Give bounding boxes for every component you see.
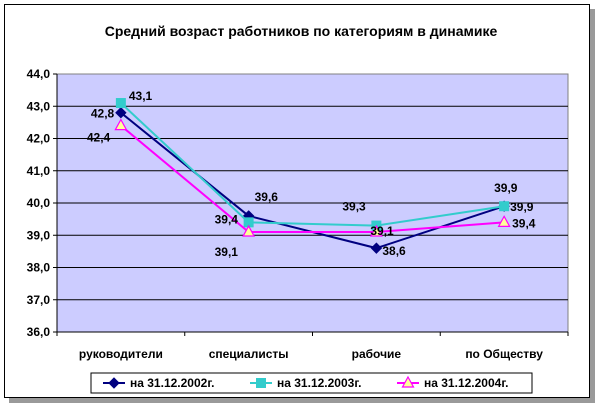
chart-title: Средний возраст работников по категориям… [105, 23, 498, 39]
data-point [115, 98, 126, 109]
series-line [120, 124, 505, 234]
y-tick-label: 43,0 [27, 99, 51, 113]
y-tick-label: 39,0 [27, 228, 51, 242]
y-tick-label: 42,0 [27, 132, 51, 146]
legend-entry: на 31.12.2004г. [424, 376, 508, 390]
data-point [369, 224, 383, 237]
data-label: 42,4 [87, 131, 111, 145]
x-tick-label: специалисты [209, 347, 289, 361]
y-tick-label: 40,0 [27, 196, 51, 210]
data-label: 39,4 [215, 212, 239, 226]
data-label: 43,1 [129, 89, 153, 103]
chart-frame: Средний возраст работников по категориям… [4, 4, 590, 398]
gridlines [57, 105, 568, 301]
y-tick-label: 44,0 [27, 67, 51, 81]
series-line [120, 102, 505, 227]
y-tick-label: 36,0 [27, 325, 51, 339]
data-point [499, 201, 510, 212]
data-label: 39,9 [494, 181, 518, 195]
data-label: 39,6 [255, 190, 279, 204]
data-label: 38,6 [382, 244, 406, 258]
data-label: 39,3 [342, 200, 366, 214]
x-tick-label: по Обществу [465, 347, 543, 361]
data-point [370, 242, 383, 254]
legend-entry: на 31.12.2002г. [130, 376, 214, 390]
data-label: 39,4 [512, 216, 536, 230]
line-chart: Средний возраст работников по категориям… [27, 23, 569, 394]
series-lines [114, 98, 511, 254]
y-tick-label: 38,0 [27, 261, 51, 275]
data-point [242, 224, 256, 237]
data-label: 39,9 [510, 200, 534, 214]
data-label: 39,1 [370, 224, 394, 238]
data-labels: 42,8 39,6 38,6 39,9 43,1 39,4 39,3 39,9 42,4 39,1… [87, 89, 536, 259]
x-tick-label: рабочие [352, 347, 402, 361]
legend-entry: на 31.12.2003г. [277, 376, 361, 390]
legend-marker [108, 377, 120, 389]
data-point [114, 118, 128, 131]
data-label: 42,8 [91, 107, 115, 121]
legend: на 31.12.2002г. на 31.12.2003г. на 31.12.2… [90, 372, 533, 394]
y-axis: 36,0 37,0 38,0 39,0 40,0 41,0 42,0 43,0 44,0 [27, 67, 58, 339]
data-point [115, 106, 127, 119]
y-tick-label: 41,0 [27, 164, 51, 178]
x-axis: руководители специалисты рабочие по Обществ… [56, 331, 569, 361]
legend-marker [256, 378, 266, 388]
data-label: 39,1 [215, 245, 239, 259]
data-point [497, 215, 511, 227]
x-tick-label: руководители [79, 347, 163, 361]
legend-marker [401, 375, 415, 388]
legend-box [90, 372, 533, 394]
y-tick-label: 37,0 [27, 293, 51, 307]
